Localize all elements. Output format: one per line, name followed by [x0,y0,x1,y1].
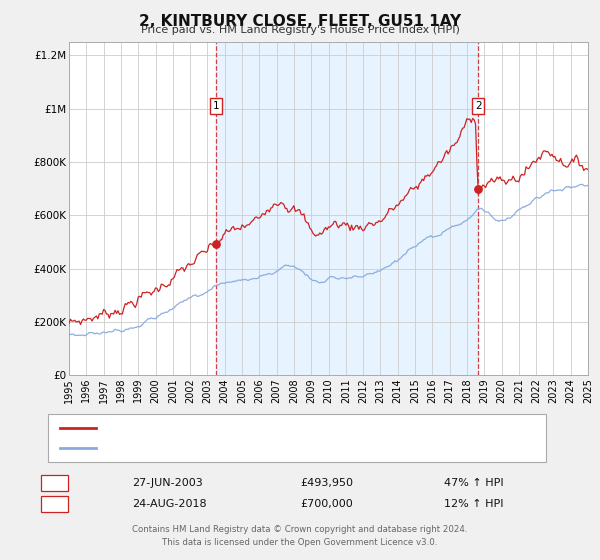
Text: 2, KINTBURY CLOSE, FLEET, GU51 1AY: 2, KINTBURY CLOSE, FLEET, GU51 1AY [139,14,461,29]
Text: 27-JUN-2003: 27-JUN-2003 [132,478,203,488]
Text: £700,000: £700,000 [300,499,353,509]
Text: 2: 2 [50,499,58,509]
Point [211,239,221,248]
Text: 1: 1 [50,478,58,488]
Bar [216,42,478,375]
Text: 47% ↑ HPI: 47% ↑ HPI [444,478,503,488]
Point [473,184,483,193]
Text: Contains HM Land Registry data © Crown copyright and database right 2024.: Contains HM Land Registry data © Crown c… [132,525,468,534]
Text: 2: 2 [475,101,481,111]
Text: Price paid vs. HM Land Registry's House Price Index (HPI): Price paid vs. HM Land Registry's House … [140,25,460,35]
Text: 1: 1 [212,101,219,111]
Text: HPI: Average price, detached house, Hart: HPI: Average price, detached house, Hart [105,443,320,453]
Text: 12% ↑ HPI: 12% ↑ HPI [444,499,503,509]
Text: 2, KINTBURY CLOSE, FLEET, GU51 1AY (detached house): 2, KINTBURY CLOSE, FLEET, GU51 1AY (deta… [105,423,397,433]
Text: £493,950: £493,950 [300,478,353,488]
Text: This data is licensed under the Open Government Licence v3.0.: This data is licensed under the Open Gov… [163,538,437,547]
Text: 24-AUG-2018: 24-AUG-2018 [132,499,206,509]
